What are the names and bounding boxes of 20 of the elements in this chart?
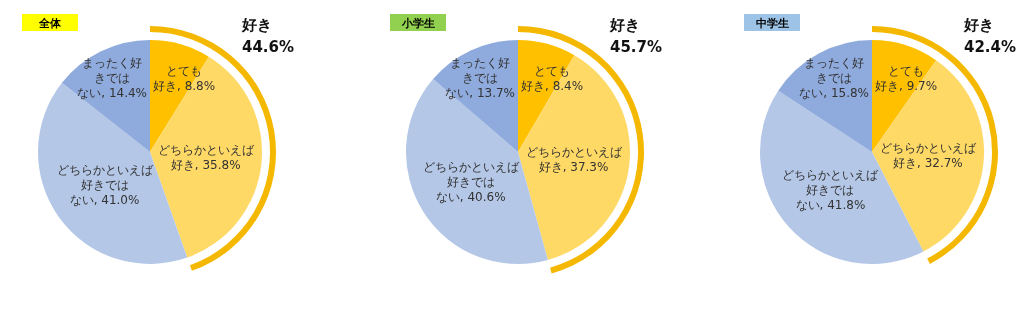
chart-title: 全体 <box>38 16 62 30</box>
slice-label: とても好き, 8.8% <box>153 63 216 93</box>
slice-label: まったく好きではない, 14.4% <box>77 56 147 101</box>
slice-label: どちらかといえば好き, 32.7% <box>879 141 977 171</box>
text: 好き 42.4% <box>963 16 1017 56</box>
pie-slice <box>872 40 937 152</box>
text: 好き 45.7% <box>609 16 663 56</box>
slice-label: どちらかといえば好きではない, 41.8% <box>782 167 880 212</box>
slice-label: まったく好きではない, 15.8% <box>799 56 869 101</box>
chart-title: 小学生 <box>400 16 435 30</box>
slice-label: とても好き, 8.4% <box>521 63 584 93</box>
slice-label: どちらかといえば好き, 35.8% <box>157 143 255 173</box>
slice-label: どちらかといえば好き, 37.3% <box>525 144 623 174</box>
slice-label: まったく好きではない, 13.7% <box>445 56 515 101</box>
slice-label: どちらかといえば好きではない, 41.0% <box>56 162 154 207</box>
chart-title: 中学生 <box>755 16 789 30</box>
pie-slice <box>518 55 630 260</box>
text: 好き 44.6% <box>241 16 295 56</box>
slice-label: とても好き, 9.7% <box>875 63 938 93</box>
slice-label: どちらかといえば好きではない, 40.6% <box>422 160 520 205</box>
